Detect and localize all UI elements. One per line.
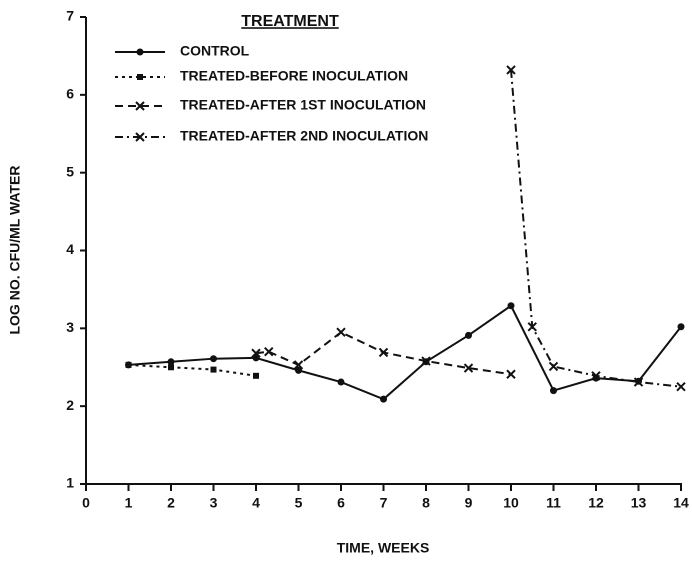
x-tick-label: 8 <box>422 495 430 511</box>
series-line <box>128 363 257 377</box>
x-tick-label: 12 <box>588 495 604 511</box>
marker <box>167 358 175 366</box>
marker <box>506 65 516 75</box>
x-axis-label: TIME, WEEKS <box>337 540 430 556</box>
marker <box>125 361 132 368</box>
marker <box>550 387 557 395</box>
marker <box>210 355 217 363</box>
marker <box>168 364 174 371</box>
marker <box>380 395 387 403</box>
x-tick-label: 4 <box>252 495 260 511</box>
legend-title: TREATMENT <box>241 13 339 30</box>
legend-label: TREATED-BEFORE INOCULATION <box>180 68 408 84</box>
marker <box>465 331 472 339</box>
marker <box>633 377 644 387</box>
x-tick-label: 10 <box>503 495 519 511</box>
marker <box>251 348 261 358</box>
marker <box>676 382 686 392</box>
x-tick-label: 7 <box>380 495 388 511</box>
legend-marker <box>135 132 145 142</box>
marker <box>421 356 431 366</box>
marker <box>264 346 274 357</box>
legend-marker <box>137 74 143 80</box>
x-tick-label: 3 <box>210 495 218 511</box>
y-tick-label: 2 <box>66 397 74 413</box>
y-tick-label: 5 <box>66 163 74 179</box>
marker <box>253 372 259 379</box>
y-tick-label: 4 <box>66 241 74 257</box>
y-tick-label: 7 <box>66 8 74 24</box>
y-tick-label: 6 <box>66 86 74 102</box>
marker <box>463 363 474 373</box>
series-line <box>510 69 682 388</box>
x-tick-label: 0 <box>82 495 90 511</box>
legend-label: CONTROL <box>180 43 250 59</box>
y-axis-label: LOG NO. CFU/ML WATER <box>7 165 23 334</box>
x-tick-label: 14 <box>673 495 689 511</box>
legend-marker <box>136 48 144 56</box>
marker <box>507 302 515 310</box>
series-line <box>255 331 512 376</box>
x-tick-label: 5 <box>295 495 303 511</box>
y-tick-label: 3 <box>66 319 74 335</box>
x-tick-label: 13 <box>631 495 647 511</box>
marker <box>591 371 601 381</box>
legend-marker <box>135 101 145 111</box>
marker <box>337 378 345 386</box>
legend-label: TREATED-AFTER 1ST INOCULATION <box>180 97 426 113</box>
marker <box>677 323 685 331</box>
marker <box>293 360 304 370</box>
marker <box>210 366 217 373</box>
marker <box>506 369 516 379</box>
x-tick-label: 6 <box>337 495 345 511</box>
legend-label: TREATED-AFTER 2ND INOCULATION <box>180 128 428 144</box>
marker <box>548 361 559 372</box>
x-tick-label: 9 <box>465 495 473 511</box>
x-tick-label: 2 <box>167 495 175 511</box>
x-tick-label: 11 <box>546 495 561 511</box>
marker <box>295 366 302 374</box>
marker <box>336 327 346 337</box>
marker <box>378 347 389 358</box>
series-line <box>128 304 682 401</box>
marker <box>527 322 537 332</box>
x-tick-label: 1 <box>125 495 133 511</box>
y-tick-label: 1 <box>66 475 74 491</box>
